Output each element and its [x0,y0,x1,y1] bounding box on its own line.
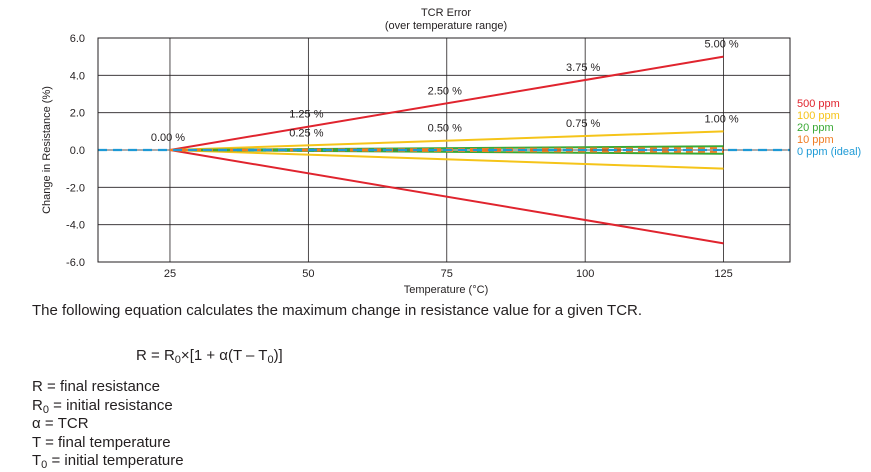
def-desc: = final temperature [40,433,171,451]
def-symbol: α [32,415,41,432]
series-line-500-ppm [169,149,724,245]
eq-alpha: α [219,347,228,364]
eq-r0-sub: 0 [174,354,181,366]
annotations: 0.00 % 1.25 % 2.50 % 3.75 % 5.00 % 0.25 % 0.50… [151,39,739,144]
y-tick-labels: 6.0 4.0 2.0 0.0 -2.0 -4.0 -6.0 [66,33,85,269]
y-axis-label: Change in Resistance (%) [41,86,53,214]
y-tick-label: 6.0 [70,33,85,45]
def-symbol: T [32,452,42,469]
data-label: 1.00 % [704,113,738,125]
y-tick-label: 0.0 [70,145,85,157]
variable-definitions: R = final resistance R0 = initial resist… [32,378,184,471]
def-initial-resistance: R0 = initial resistance [32,397,184,416]
def-desc: = initial temperature [47,452,184,469]
data-label: 3.75 % [566,62,600,74]
def-sub: 0 [41,459,48,471]
y-tick-label: 2.0 [70,108,85,120]
series-line-500-ppm [169,55,724,151]
eq-t0-sub: 0 [267,354,274,366]
tcr-equation: R = R0×[1 + α(T – T0)] [136,347,283,366]
series-line-100-ppm [169,130,724,151]
def-final-resistance: R = final resistance [32,378,184,397]
def-symbol: T [32,433,41,451]
def-desc: = final resistance [42,378,160,395]
data-label: 0.25 % [289,127,323,139]
x-tick-label: 125 [714,268,732,280]
eq-open: [1 + [189,347,220,364]
def-symbol: R [32,378,43,395]
eq-times: × [180,347,190,364]
x-tick-label: 100 [576,268,594,280]
data-label: 2.50 % [428,85,462,97]
eq-lhs: R [136,347,147,364]
def-desc: = TCR [40,415,89,432]
eq-equals: = [151,347,160,364]
y-tick-label: -4.0 [66,220,85,232]
data-label: 0.00 % [151,132,185,144]
legend-entry: 500 ppm [797,98,840,110]
series-line-100-ppm [169,149,724,170]
series-lines [98,55,790,245]
x-tick-label: 75 [441,268,453,280]
x-tick-label: 25 [164,268,176,280]
legend-entry: 100 ppm [797,110,840,122]
def-tcr: α = TCR [32,415,184,434]
chart-subtitle: (over temperature range) [385,20,507,32]
def-desc: = initial resistance [48,396,173,414]
y-tick-label: -2.0 [66,182,85,194]
def-final-temperature: T = final temperature [32,434,184,453]
equation-intro-text: The following equation calculates the ma… [32,302,643,319]
def-sub: 0 [42,403,49,416]
y-tick-label: -6.0 [66,257,85,269]
eq-close: )] [273,347,283,364]
data-label: 5.00 % [704,39,738,51]
chart-title: TCR Error [421,7,471,19]
def-symbol: R [32,396,43,414]
data-label: 1.25 % [289,109,323,121]
x-axis-label: Temperature (°C) [404,284,488,296]
data-label: 0.75 % [566,118,600,130]
tcr-error-chart: TCR Error (over temperature range) 6.0 4.… [41,7,861,296]
data-label: 0.50 % [428,123,462,135]
x-tick-label: 50 [302,268,314,280]
eq-paren: (T – T [227,347,268,364]
legend-entry: 0 ppm (ideal) [797,146,861,158]
legend-entry: 10 ppm [797,134,834,146]
y-tick-label: 4.0 [70,70,85,82]
legend-entry: 20 ppm [797,122,834,134]
eq-r0: R [163,347,175,364]
plot-frame [97,37,791,263]
def-initial-temperature: T0 = initial temperature [32,452,184,471]
x-tick-labels: 25 50 75 100 125 [164,268,733,280]
